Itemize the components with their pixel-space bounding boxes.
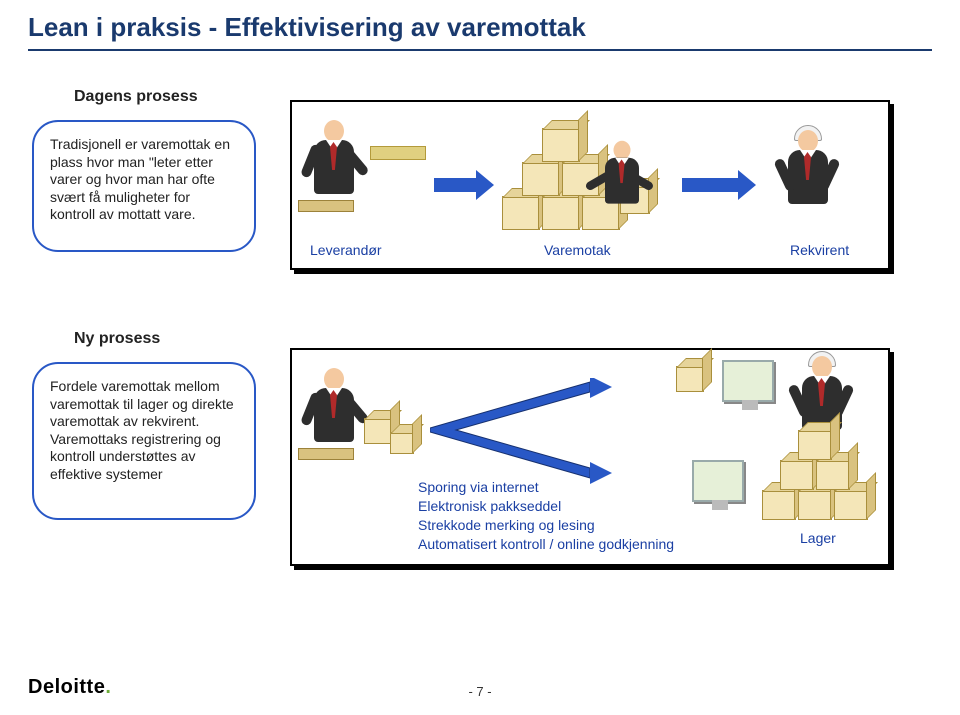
section2-callout: Fordele varemottak mellom varemottak til… [32, 362, 256, 520]
section1-callout: Tradisjonell er varemottak en plass hvor… [32, 120, 256, 252]
caption-lager: Lager [800, 530, 836, 546]
section2-label: Ny prosess [74, 330, 160, 348]
bullet-item: Sporing via internet [418, 478, 674, 497]
page-number: - 7 - [468, 684, 491, 699]
logo-text: Deloitte [28, 676, 105, 698]
section1-frame: Leverandør Varemotak Rekvirent [290, 100, 890, 270]
deloitte-logo: Deloitte. [28, 676, 111, 699]
bullet-item: Elektronisk pakkseddel [418, 497, 674, 516]
box-icon [676, 366, 704, 392]
monitor-icon [722, 360, 774, 402]
supplier-person-icon [304, 120, 364, 210]
section2-bullets: Sporing via internet Elektronisk pakksed… [418, 478, 674, 554]
caption-leverandor: Leverandør [310, 242, 382, 258]
slide-title: Lean i praksis - Effektivisering av vare… [0, 0, 960, 49]
desk-icon [298, 200, 354, 212]
section1-label: Dagens prosess [74, 88, 198, 106]
title-underline [28, 49, 932, 51]
bullet-item: Strekkode merking og lesing [418, 516, 674, 535]
arrow-icon [682, 178, 738, 192]
document-icon [370, 146, 426, 160]
receiver-person-icon [597, 141, 648, 218]
bullet-item: Automatisert kontroll / online godkjenni… [418, 535, 674, 554]
caption-varemotak: Varemotak [544, 242, 611, 258]
logo-dot-icon: . [105, 676, 111, 698]
supplier-person-icon [304, 368, 364, 458]
box-icon [364, 418, 392, 444]
split-arrow-icon [430, 378, 660, 488]
requisitioner-person-icon [778, 130, 838, 220]
box-icon [390, 432, 414, 454]
section2-frame: Sporing via internet Elektronisk pakksed… [290, 348, 890, 566]
desk-icon [298, 448, 354, 460]
arrow-icon [434, 178, 476, 192]
caption-rekvirent: Rekvirent [790, 242, 849, 258]
monitor-icon [692, 460, 744, 502]
